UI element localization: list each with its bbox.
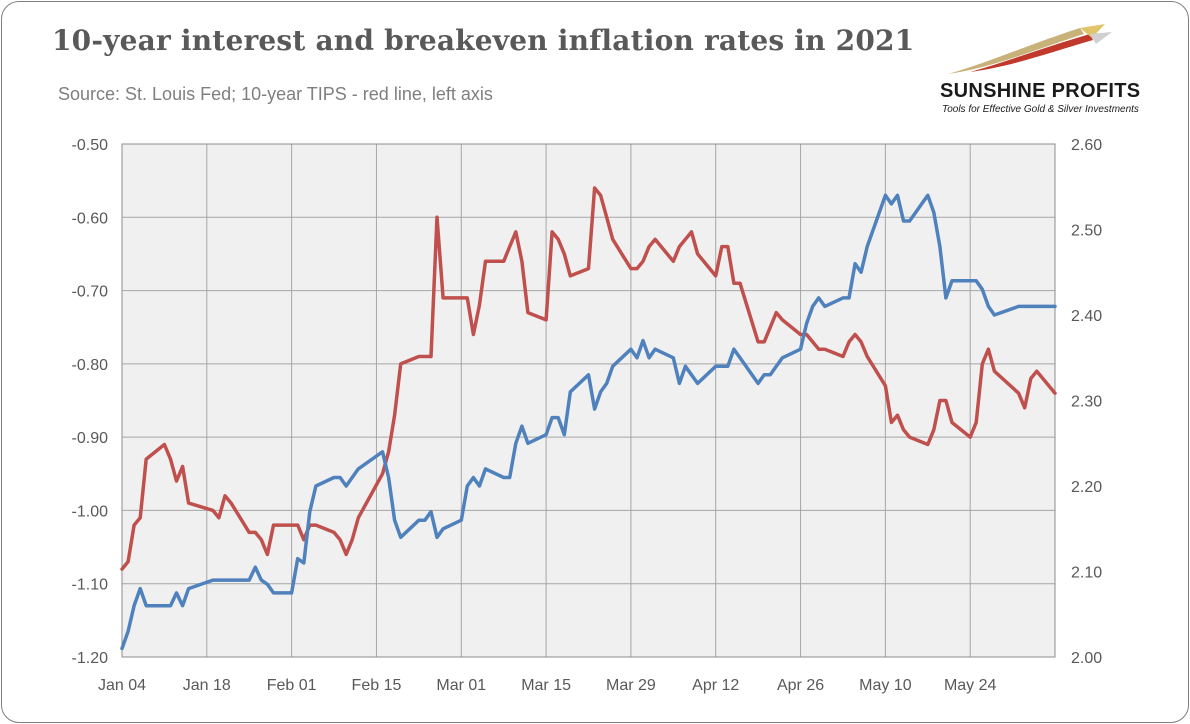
x-axis-tick-label: Apr 12 <box>692 677 739 694</box>
breakeven-series-line <box>120 193 1057 651</box>
x-axis-tick-label: May 24 <box>944 677 997 694</box>
x-axis-ticks: Jan 04 Jan 18 Feb 01 Feb 15 Mar 01 Mar 15 Mar … <box>98 677 997 694</box>
right-axis-tick-label: 2.60 <box>1071 137 1102 154</box>
tips-series-line <box>120 186 1057 571</box>
plot-area <box>121 143 1056 658</box>
right-axis-tick-label: 2.10 <box>1071 565 1102 582</box>
right-axis-tick-label: 2.20 <box>1071 479 1102 496</box>
gridlines <box>121 143 1056 658</box>
left-axis-tick-label: -1.10 <box>72 577 109 594</box>
x-axis-tick-label: Feb 01 <box>267 677 317 694</box>
series-lines <box>120 186 1057 651</box>
x-axis-tick-label: May 10 <box>859 677 912 694</box>
x-axis-tick-label: Mar 01 <box>436 677 486 694</box>
left-axis-tick-label: -1.20 <box>72 650 109 667</box>
left-axis-tick-label: -0.70 <box>72 284 109 301</box>
left-axis-tick-label: -0.90 <box>72 430 109 447</box>
plot-border <box>121 143 1056 658</box>
left-axis-ticks: -0.50 -0.60 -0.70 -0.80 -0.90 -1.00 -1.10 -1.20 <box>72 137 109 667</box>
chart-subtitle: Source: St. Louis Fed; 10-year TIPS - re… <box>58 84 493 104</box>
logo-tagline: Tools for Effective Gold & Silver Invest… <box>942 104 1139 115</box>
sunshine-profits-logo: SUNSHINE PROFITS Tools for Effective Gol… <box>930 22 1176 122</box>
logo-name: SUNSHINE PROFITS <box>940 80 1141 102</box>
right-axis-tick-label: 2.40 <box>1071 308 1102 325</box>
right-axis-ticks: 2.60 2.50 2.40 2.30 2.20 2.10 2.00 <box>1071 137 1102 667</box>
right-axis-tick-label: 2.00 <box>1071 650 1102 667</box>
left-axis-tick-label: -1.00 <box>72 503 109 520</box>
left-axis-tick-label: -0.50 <box>72 137 109 154</box>
right-axis-tick-label: 2.50 <box>1071 223 1102 240</box>
x-axis-tick-label: Feb 15 <box>352 677 402 694</box>
left-axis-tick-label: -0.80 <box>72 357 109 374</box>
x-axis-tick-label: Mar 29 <box>606 677 656 694</box>
logo-swoosh-icon <box>948 24 1112 74</box>
x-axis-tick-label: Jan 18 <box>183 677 231 694</box>
x-axis-tick-label: Mar 15 <box>521 677 571 694</box>
left-axis-tick-label: -0.60 <box>72 210 109 227</box>
x-axis-tick-label: Jan 04 <box>98 677 146 694</box>
x-axis-tick-label: Apr 26 <box>777 677 824 694</box>
chart-title: 10-year interest and breakeven inflation… <box>52 24 915 57</box>
right-axis-tick-label: 2.30 <box>1071 394 1102 411</box>
